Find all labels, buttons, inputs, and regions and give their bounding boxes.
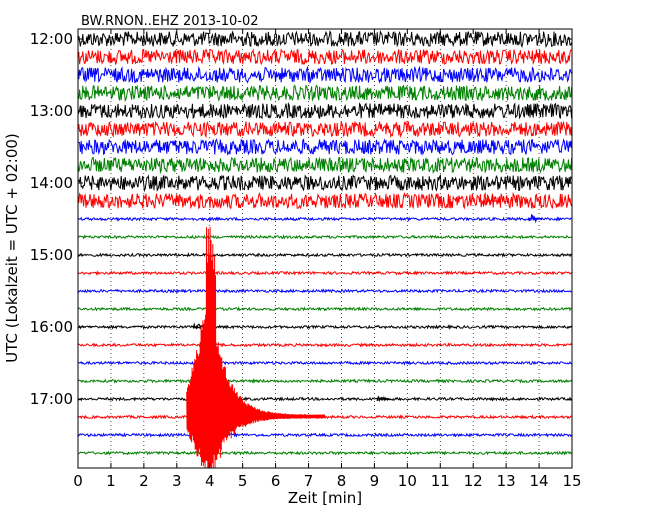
seismic-trace xyxy=(77,270,572,276)
seismic-trace xyxy=(77,48,572,66)
seismic-trace xyxy=(77,432,573,438)
x-tick-label: 10 xyxy=(398,472,417,490)
y-tick-label: 12:00 xyxy=(30,30,73,48)
trace-layer xyxy=(77,29,573,456)
x-tick-label: 11 xyxy=(431,472,450,490)
chart-title: BW.RNON..EHZ 2013-10-02 xyxy=(81,14,259,29)
seismic-trace xyxy=(77,191,573,210)
x-tick-label: 1 xyxy=(106,472,116,490)
tick-layer: 0 1 2 3 4 5 6 7 8 9 10 11 12 13 14 1512:0013:0014:0015:… xyxy=(30,29,582,490)
seismic-trace xyxy=(78,450,572,456)
seismic-trace xyxy=(77,234,572,240)
seismic-trace xyxy=(77,84,573,103)
x-tick-label: 7 xyxy=(304,472,314,490)
x-tick-label: 8 xyxy=(337,472,347,490)
seismic-trace xyxy=(77,156,573,175)
seismic-trace xyxy=(77,378,573,384)
x-tick-label: 0 xyxy=(73,472,83,490)
seismic-trace xyxy=(77,101,573,120)
seismic-trace xyxy=(77,288,572,294)
seismic-trace xyxy=(77,324,572,330)
y-tick-label: 17:00 xyxy=(30,390,73,408)
earthquake-signal xyxy=(186,226,326,469)
seismic-trace xyxy=(77,174,573,193)
y-tick-label: 15:00 xyxy=(30,246,73,264)
seismic-trace xyxy=(77,29,573,48)
event-signal xyxy=(527,213,543,224)
seismic-trace xyxy=(77,342,572,348)
seismic-trace xyxy=(77,216,572,222)
seismic-trace xyxy=(77,138,573,156)
seismic-trace xyxy=(77,306,572,312)
x-tick-label: 4 xyxy=(205,472,215,490)
y-tick-label: 14:00 xyxy=(30,174,73,192)
y-tick-label: 16:00 xyxy=(30,318,73,336)
event-signal xyxy=(482,197,497,205)
event-layer xyxy=(186,197,543,469)
x-tick-label: 15 xyxy=(562,472,581,490)
seismic-trace xyxy=(77,120,573,139)
x-tick-label: 3 xyxy=(172,472,182,490)
x-tick-label: 5 xyxy=(238,472,248,490)
seismic-trace xyxy=(77,65,573,85)
seismic-trace xyxy=(77,396,572,402)
x-tick-label: 14 xyxy=(530,472,549,490)
x-tick-label: 9 xyxy=(370,472,380,490)
x-tick-label: 13 xyxy=(497,472,516,490)
x-axis-label: Zeit [min] xyxy=(288,489,362,507)
y-axis-label: UTC (Lokalzeit = UTC + 02:00) xyxy=(3,133,21,363)
event-signal xyxy=(376,395,392,403)
y-tick-label: 13:00 xyxy=(30,102,73,120)
plot-frame xyxy=(77,28,573,469)
seismic-trace xyxy=(77,252,572,258)
seismic-trace xyxy=(77,360,572,366)
x-tick-label: 2 xyxy=(139,472,149,490)
x-tick-label: 12 xyxy=(464,472,483,490)
x-tick-label: 6 xyxy=(271,472,281,490)
